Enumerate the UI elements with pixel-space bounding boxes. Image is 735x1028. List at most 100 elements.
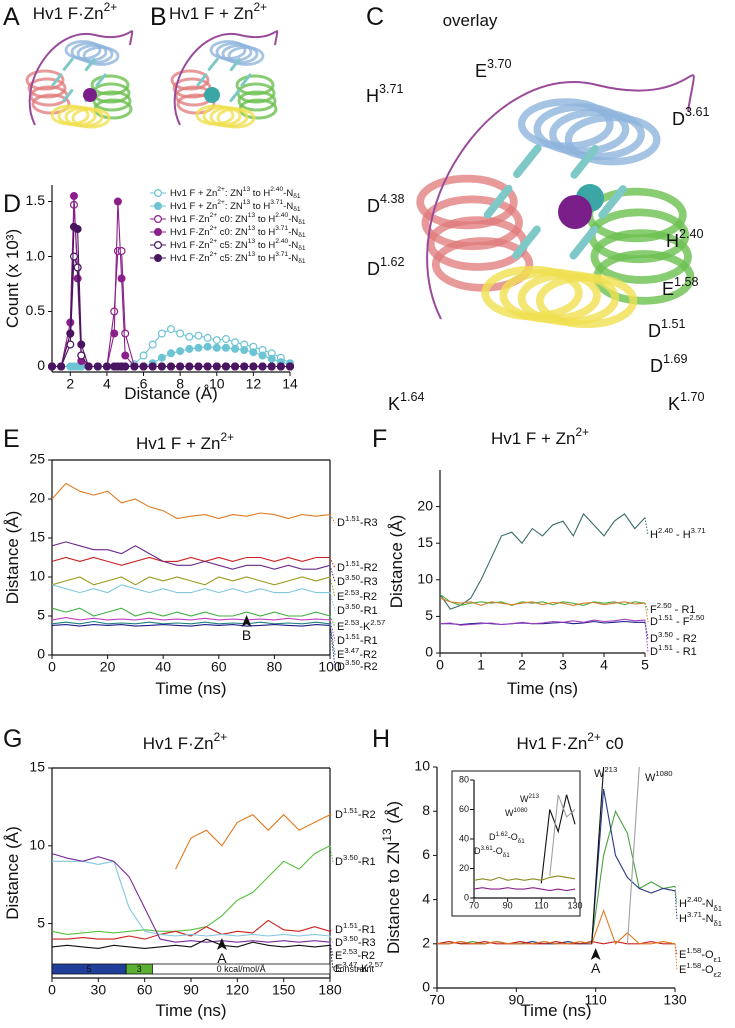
helix-turn [216,107,256,129]
x-axis-label: Time (ns) [507,679,578,698]
y-tick-label: 15 [417,534,433,550]
x-tick-label: 110 [585,992,608,1008]
series-line [439,597,646,606]
x-tick-label: 1 [477,657,485,673]
x-tick-label: 60 [137,982,153,998]
label-leader [329,945,334,970]
x-tick-label: 70 [469,900,479,910]
data-point [212,362,221,371]
helix-turn [25,69,65,91]
inset-series-label: D3.61-Oδ1 [474,845,510,859]
label-leader [329,625,336,668]
data-point [185,344,194,353]
series-line [175,813,331,870]
residue-label: D1.51 [648,317,686,340]
y-tick-label: 1.0 [26,247,46,263]
series-line [51,624,331,627]
label-leader [329,576,336,598]
data-point [69,192,78,201]
x-tick-label: 90 [509,992,525,1008]
y-tick-label: 0 [464,892,469,902]
y-tick-label: 20 [459,863,469,873]
panel-letter: A [3,3,20,31]
series-line [436,941,675,945]
series-line [473,875,576,881]
data-point [249,348,258,357]
y-tick-label: 40 [459,833,469,843]
series-label: W1080 [645,769,673,784]
y-tick-label: 0 [422,979,430,995]
x-tick-label: 130 [567,900,582,910]
x-tick-label: 70 [429,992,445,1008]
data-point [117,247,126,256]
legend-marker [154,228,163,237]
side-chain [84,58,96,72]
series-line [439,618,646,626]
side-chain [569,225,599,260]
label-leader [329,557,336,569]
data-point [221,335,230,344]
legend-marker [154,215,163,224]
inset-frame [451,770,581,917]
data-point [47,362,56,371]
x-tick-label: 40 [155,659,171,675]
data-point [258,362,267,371]
data-point [258,351,267,360]
helix-turn [82,46,120,66]
zinc-atom [558,195,592,229]
side-chain [229,58,241,72]
legend-marker [154,241,163,250]
loop [426,74,695,320]
y-tick-label: 4 [422,890,430,906]
data-point [221,343,230,352]
side-chain [512,225,541,260]
series-label: E2.53-R2 [337,588,377,603]
x-tick-label: 4 [600,657,608,673]
annotation-arrow [216,938,227,950]
legend-label: Hv1 F + Zn2+: ZN13 to H3.71-Nδ1 [170,199,301,213]
data-point [148,362,157,371]
constraint-segment [151,963,331,975]
side-chain [51,73,63,87]
data-point [130,362,139,371]
legend-label: Hv1 F·Zn2+ c5: ZN13 to H3.71-Nδ1 [170,251,306,265]
y-axis-label: Distance (Å) [3,826,22,920]
series-label: E2.53-R2 [335,947,375,962]
loop [173,30,279,126]
y-tick-label: 80 [459,774,469,784]
x-tick-label: 80 [267,659,283,675]
side-chain [513,144,542,179]
residue-label: D4.38 [367,192,405,215]
x-tick-label: 12 [246,376,262,392]
panel-letter: D [3,190,21,218]
data-point [57,362,66,371]
series-label: D1.51-R2 [335,806,376,821]
data-point [110,329,119,338]
chart-title: Hv1 F + Zn2+ [136,430,234,453]
data-point [267,354,276,363]
constraint-label: 5 [87,964,92,974]
x-tick-label: 10 [209,376,225,392]
series-label: D3.50-R2 [337,658,378,673]
y-axis-label: Distance (Å) [387,515,406,609]
series-line [540,794,576,884]
x-tick-label: 6 [140,376,148,392]
label-leader [674,890,678,920]
label-leader [674,943,678,956]
data-point [139,351,148,360]
chart-title: Hv1 F·Zn2+ [143,730,227,753]
panel-letter: B [150,3,167,31]
legend-label: Hv1 F·Zn2+ c0: ZN13 to H3.71-Nδ1 [170,225,306,239]
residue-label: E1.58 [662,275,699,298]
data-point [231,344,240,353]
y-tick-label: 0 [425,644,433,660]
data-point [203,342,212,351]
data-point [231,338,240,347]
series-line [51,576,331,586]
data-point [117,274,126,283]
x-tick-label: 150 [272,982,296,998]
chart-title: Hv1 F + Zn2+ [491,425,589,448]
y-tick-label: 10 [29,836,45,852]
residue-label: H3.71 [366,82,404,105]
side-chain [598,185,627,219]
